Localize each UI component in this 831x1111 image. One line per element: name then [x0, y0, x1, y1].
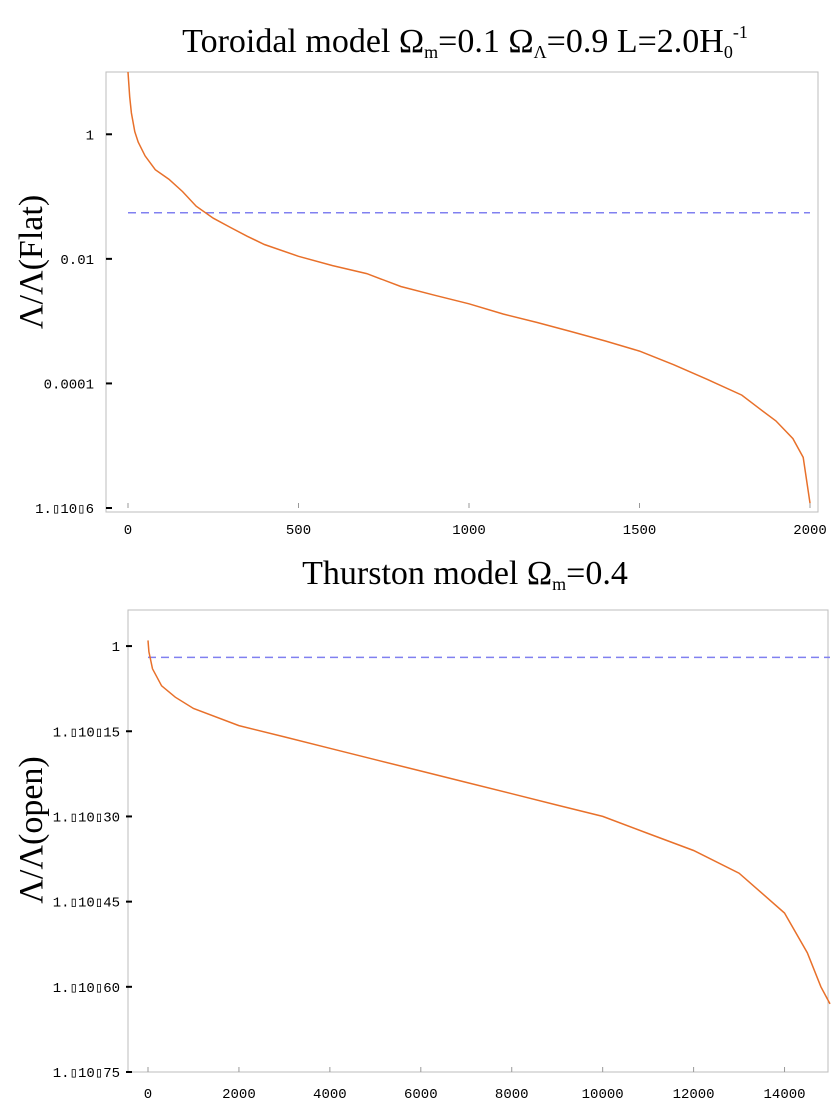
plot-lines: [127, 71, 811, 504]
y-tick-label: 0.01: [60, 253, 94, 269]
x-tick-label: 12000: [673, 1087, 715, 1103]
chart-toroidal: Toroidal model Ωm=0.1 ΩΛ=0.9 L=2.0H0-1 Λ…: [13, 22, 827, 539]
y-tick-label: 1.▯10▯15: [53, 725, 120, 741]
x-tick-label: 2000: [793, 523, 827, 539]
x-tick-label: 6000: [404, 1087, 438, 1103]
y-tick-label: 1: [112, 640, 120, 656]
title-part: =0.9 L=2.0H: [547, 23, 724, 60]
x-tick-label: 1000: [452, 523, 486, 539]
x-tick-label: 8000: [495, 1087, 529, 1103]
x-tick-label: 0: [144, 1087, 152, 1103]
x-tick-label: 500: [286, 523, 311, 539]
plot-lines: [147, 640, 831, 1005]
y-tick-label: 1: [86, 128, 94, 144]
x-tick-label: 14000: [764, 1087, 806, 1103]
title-subscript: m: [424, 42, 438, 62]
title-part: =0.1 Ω: [438, 23, 533, 60]
y-tick-label: 1.▯10▯30: [53, 810, 120, 826]
y-tick-label: 1.▯10▯45: [53, 896, 120, 912]
plot-frame: [127, 609, 829, 1073]
title-part: Thurston model Ω: [302, 555, 552, 592]
x-tick-label: 4000: [313, 1087, 347, 1103]
series-line: [127, 71, 811, 504]
title-part: Toroidal model Ω: [182, 23, 424, 60]
x-tick-label: 1500: [623, 523, 657, 539]
x-tick-label: 0: [124, 523, 132, 539]
chart-title: Toroidal model Ωm=0.1 ΩΛ=0.9 L=2.0H0-1: [182, 22, 748, 62]
x-tick-label: 2000: [222, 1087, 256, 1103]
x-tick-label: 10000: [582, 1087, 624, 1103]
y-axis-label: Λ/Λ(open): [13, 756, 50, 904]
axis-ticks: 1 0.01 0.0001 1.▯10▯6 0 500 1000 1500 2000: [35, 128, 827, 539]
axis-ticks: 1 1.▯10▯15 1.▯10▯30 1.▯10▯45 1.▯10▯60 1.▯10▯7…: [53, 640, 806, 1103]
y-tick-label: 0.0001: [44, 377, 94, 393]
title-superscript: -1: [733, 22, 748, 42]
y-tick-label: 1.▯10▯6: [35, 502, 94, 518]
title-subscript: m: [552, 574, 566, 594]
series-line: [147, 640, 831, 1005]
plot-frame: [105, 71, 819, 513]
chart-thurston: Thurston model Ωm=0.4 Λ/Λ(open) 1 1.▯10▯1…: [13, 555, 831, 1103]
chart-title: Thurston model Ωm=0.4: [302, 555, 628, 594]
title-part: =0.4: [566, 555, 628, 592]
title-subscript: Λ: [534, 42, 547, 62]
y-tick-label: 1.▯10▯60: [53, 981, 120, 997]
title-subscript: 0: [724, 42, 733, 62]
y-tick-label: 1.▯10▯75: [53, 1066, 120, 1082]
y-axis-label: Λ/Λ(Flat): [13, 195, 50, 329]
